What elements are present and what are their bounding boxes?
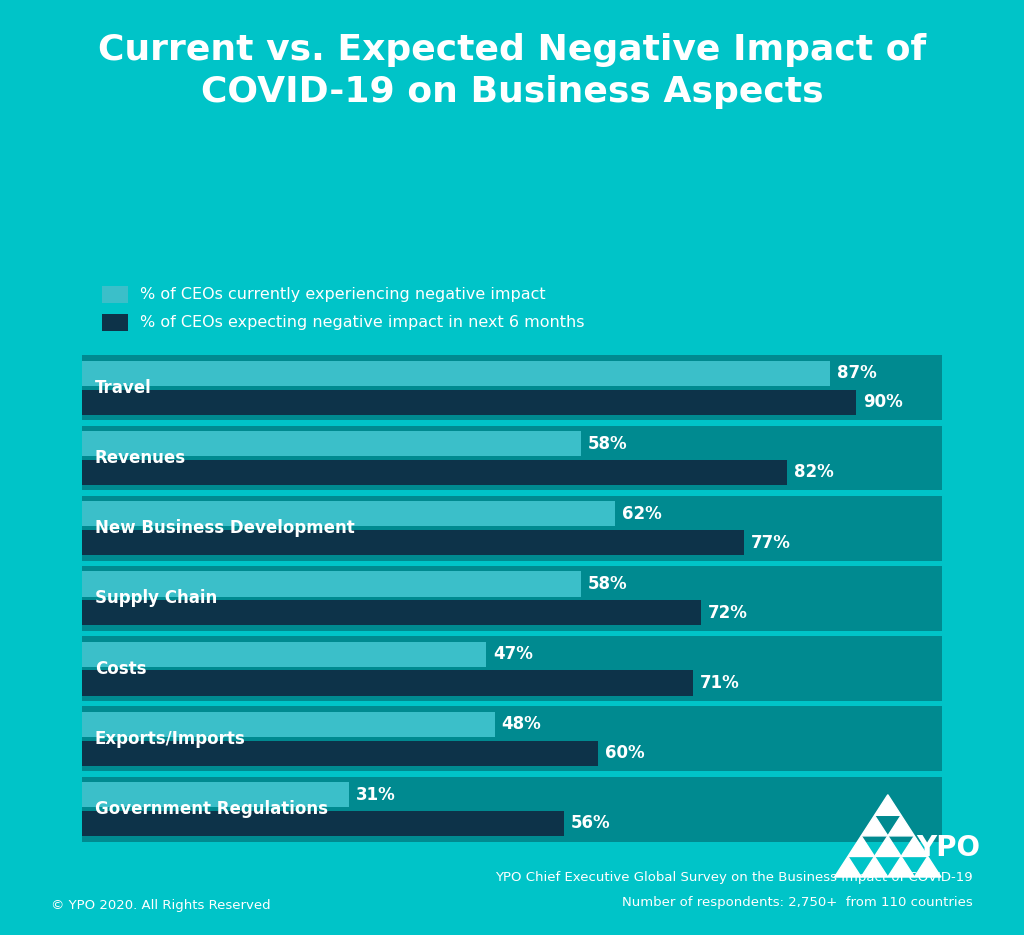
Text: 90%: 90% (863, 393, 903, 411)
FancyBboxPatch shape (82, 777, 942, 842)
Text: © YPO 2020. All Rights Reserved: © YPO 2020. All Rights Reserved (51, 899, 270, 912)
Text: 72%: 72% (709, 604, 748, 622)
Bar (82, 811, 563, 836)
Bar (82, 600, 701, 626)
Text: 60%: 60% (605, 744, 644, 762)
Text: 56%: 56% (570, 814, 610, 832)
Text: Current vs. Expected Negative Impact of
COVID-19 on Business Aspects: Current vs. Expected Negative Impact of … (98, 33, 926, 108)
Bar (82, 741, 598, 766)
FancyBboxPatch shape (82, 425, 942, 490)
Text: Government Regulations: Government Regulations (95, 800, 328, 818)
Bar (82, 460, 787, 485)
Text: % of CEOs currently experiencing negative impact: % of CEOs currently experiencing negativ… (140, 287, 546, 302)
Text: 87%: 87% (838, 365, 877, 382)
Text: Travel: Travel (95, 379, 152, 396)
Bar (82, 782, 348, 807)
Text: Costs: Costs (95, 659, 146, 678)
FancyBboxPatch shape (82, 707, 942, 771)
FancyBboxPatch shape (82, 496, 942, 561)
FancyBboxPatch shape (82, 355, 942, 420)
Text: % of CEOs expecting negative impact in next 6 months: % of CEOs expecting negative impact in n… (140, 315, 585, 330)
Text: YPO: YPO (916, 834, 981, 862)
Text: 31%: 31% (355, 785, 395, 804)
Text: Revenues: Revenues (95, 449, 186, 467)
Text: Number of respondents: 2,750+  from 110 countries: Number of respondents: 2,750+ from 110 c… (622, 896, 973, 909)
Text: Exports/Imports: Exports/Imports (95, 730, 246, 748)
Text: 77%: 77% (752, 534, 791, 552)
Text: Supply Chain: Supply Chain (95, 589, 217, 608)
Text: 58%: 58% (588, 435, 628, 453)
Bar (82, 641, 486, 667)
Bar (82, 431, 581, 456)
Text: New Business Development: New Business Development (95, 519, 354, 538)
Text: 62%: 62% (623, 505, 662, 523)
Text: 82%: 82% (795, 464, 834, 482)
Text: YPO Chief Executive Global Survey on the Business Impact of COVID-19: YPO Chief Executive Global Survey on the… (496, 870, 973, 884)
Text: 58%: 58% (588, 575, 628, 593)
Text: 47%: 47% (494, 645, 532, 663)
Bar (82, 670, 692, 696)
Bar (82, 390, 856, 415)
Bar (82, 571, 581, 597)
Bar (82, 361, 830, 386)
Bar (82, 501, 615, 526)
Bar (82, 530, 744, 555)
Text: 71%: 71% (699, 674, 739, 692)
Text: 48%: 48% (502, 715, 542, 733)
Bar (82, 712, 495, 737)
FancyBboxPatch shape (82, 566, 942, 631)
FancyBboxPatch shape (82, 636, 942, 701)
